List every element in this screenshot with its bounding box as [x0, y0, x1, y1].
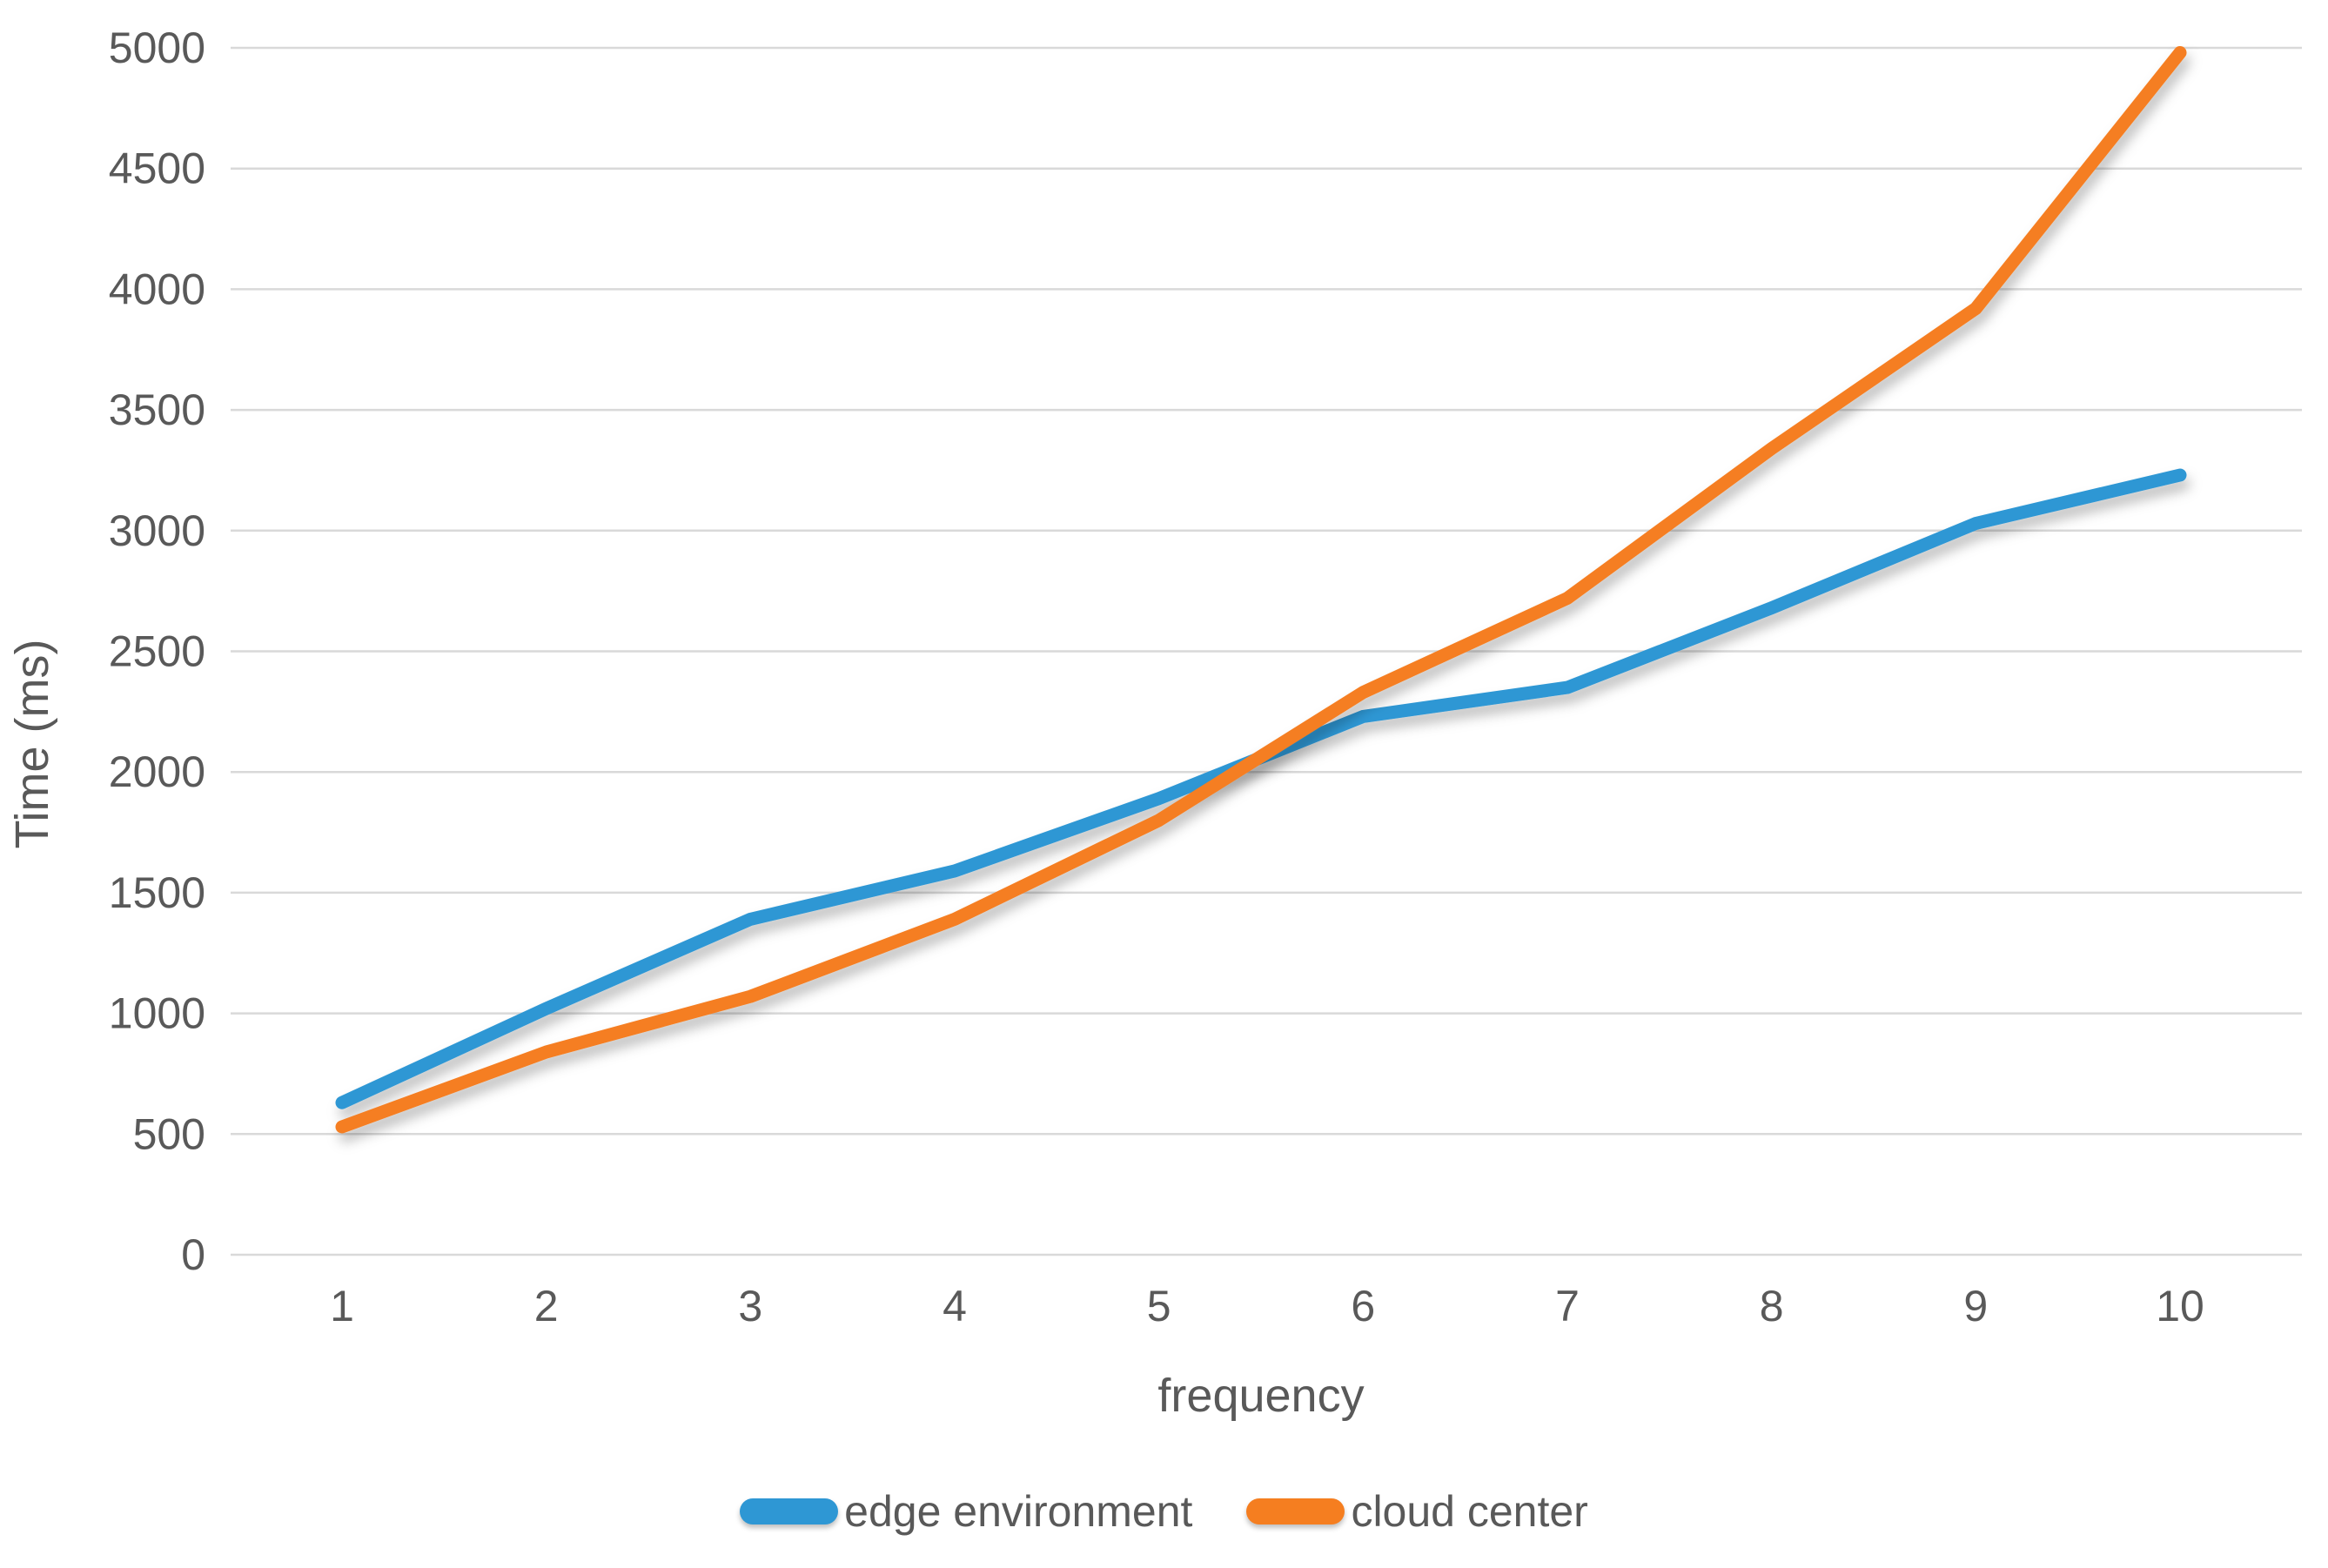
x-axis-tick-label: 2: [534, 1282, 559, 1330]
y-axis-tick-label: 4500: [109, 144, 205, 193]
y-axis-tick-label: 4000: [109, 265, 205, 313]
legend-swatch-icon: [1246, 1498, 1345, 1524]
x-axis-tick-label: 3: [738, 1282, 762, 1330]
chart-legend: edge environment cloud center: [0, 1490, 2328, 1533]
legend-swatch-icon: [740, 1498, 839, 1524]
x-axis-tick-label: 5: [1147, 1282, 1171, 1330]
legend-item-cloud-center: cloud center: [1246, 1487, 1588, 1536]
x-axis-tick-label: 9: [1963, 1282, 1988, 1330]
y-axis-tick-label: 500: [133, 1109, 205, 1158]
x-axis-tick-label: 6: [1351, 1282, 1375, 1330]
x-axis-title: frequency: [1157, 1370, 1364, 1422]
x-axis-tick-label: 4: [943, 1282, 967, 1330]
series-line-edge-environment: [335, 468, 2187, 1109]
y-axis-tick-label: 2000: [109, 747, 205, 796]
y-axis-tick-label: 3500: [109, 385, 205, 434]
legend-item-edge-environment: edge environment: [740, 1490, 1192, 1533]
x-axis-tick-label: 1: [330, 1282, 354, 1330]
y-axis-tick-label: 3000: [109, 506, 205, 555]
series-group: [335, 46, 2187, 1134]
legend-label: cloud center: [1351, 1487, 1588, 1536]
x-axis-tick-label: 10: [2156, 1282, 2204, 1330]
y-axis-tick-label: 1000: [109, 989, 205, 1038]
y-axis-tick-label: 0: [181, 1230, 205, 1279]
x-axis-tick-label: 8: [1760, 1282, 1784, 1330]
axis-label-group: 0 500 1000 1500 2000 2500 3000 3500 4000 4500 5000…: [6, 23, 2204, 1422]
y-axis-title: Time (ms): [6, 640, 58, 849]
gridline-group: [231, 46, 2302, 1256]
y-axis-tick-label: 5000: [109, 23, 205, 72]
y-axis-tick-label: 1500: [109, 868, 205, 917]
legend-label: edge environment: [844, 1487, 1193, 1536]
y-axis-tick-label: 2500: [109, 627, 205, 676]
series-line-cloud-center: [335, 46, 2187, 1134]
x-axis-tick-label: 7: [1555, 1282, 1580, 1330]
